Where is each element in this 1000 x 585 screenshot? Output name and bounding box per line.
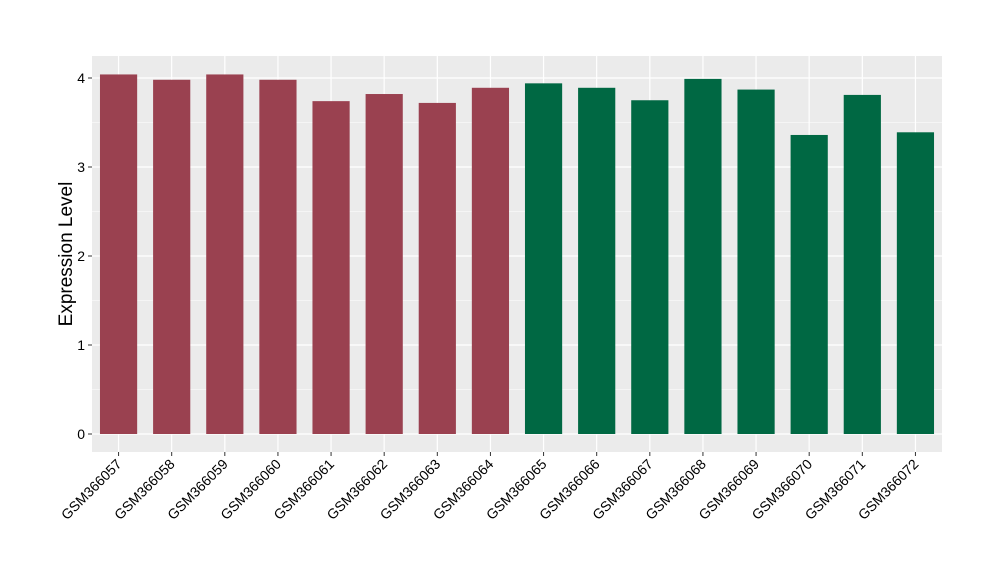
bar-GSM366070 [790, 134, 828, 434]
y-tick-label: 2 [77, 248, 85, 264]
bar-GSM366071 [843, 94, 881, 434]
y-tick-label: 4 [77, 70, 85, 86]
bar-GSM366072 [896, 132, 935, 435]
bar-GSM366067 [631, 100, 669, 434]
y-tick-label: 3 [77, 159, 85, 175]
bar-GSM366059 [206, 74, 244, 434]
bars [99, 74, 935, 435]
bar-GSM366062 [365, 94, 403, 435]
bar-GSM366057 [99, 74, 138, 434]
x-axis: GSM366057GSM366058GSM366059GSM366060GSM3… [58, 452, 922, 523]
y-tick-label: 0 [77, 426, 85, 442]
y-axis-label: Expression Level [56, 182, 77, 327]
y-axis: 0 1 2 3 4 [77, 70, 92, 442]
bar-GSM366064 [471, 87, 510, 434]
bar-GSM366069 [737, 89, 775, 434]
bar-GSM366066 [578, 87, 616, 434]
bar-GSM366058 [153, 79, 191, 434]
bar-GSM366061 [312, 101, 350, 434]
bar-GSM366060 [259, 79, 297, 434]
y-tick-label: 1 [77, 337, 85, 353]
bar-GSM366068 [684, 78, 722, 434]
bar-GSM366063 [418, 102, 456, 435]
bar-GSM366065 [524, 83, 563, 434]
